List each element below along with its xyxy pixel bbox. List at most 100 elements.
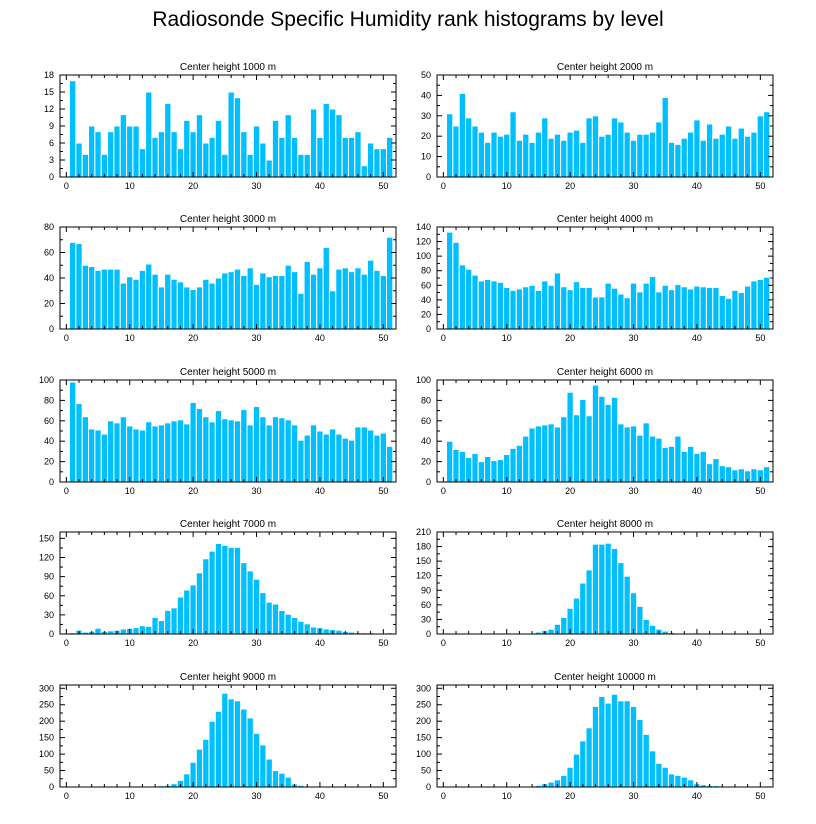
- x-tick-label: 40: [315, 181, 325, 191]
- x-tick-label: 20: [188, 333, 198, 343]
- histogram-bar: [566, 131, 574, 178]
- histogram-bar: [138, 429, 147, 483]
- histogram-bar: [617, 700, 625, 788]
- histogram-bar: [202, 278, 210, 330]
- histogram-bar: [297, 439, 305, 483]
- panel-title: Center height 3000 m: [180, 214, 276, 225]
- histogram-bar: [496, 459, 505, 483]
- plot-frame: [59, 684, 397, 788]
- histogram-bar: [661, 96, 669, 178]
- x-tick-label: 30: [629, 333, 639, 343]
- histogram-bar: [496, 281, 505, 330]
- y-tick-label: 250: [416, 700, 431, 710]
- histogram-bar: [648, 276, 657, 330]
- x-tick-label: 30: [252, 791, 262, 801]
- histogram-bar: [379, 432, 387, 483]
- histogram-bar: [195, 114, 204, 178]
- panel-title: Center height 7000 m: [180, 519, 276, 530]
- histogram-bar: [347, 439, 356, 483]
- y-tick-label: 80: [421, 395, 431, 405]
- y-tick-label: 40: [421, 295, 431, 305]
- histogram-bar: [629, 425, 638, 483]
- x-tick-label: 0: [441, 791, 446, 801]
- x-tick-label: 10: [125, 486, 135, 496]
- histogram-bar: [610, 396, 619, 483]
- histogram-bar: [164, 273, 172, 330]
- histogram-bar: [541, 280, 549, 330]
- y-tick-label: 50: [44, 766, 54, 776]
- x-tick-label: 20: [565, 791, 575, 801]
- histogram-bar: [712, 286, 720, 330]
- histogram-bar: [240, 409, 248, 483]
- x-tick-label: 50: [378, 486, 388, 496]
- histogram-bar: [233, 420, 242, 483]
- histogram-bar: [452, 241, 460, 330]
- y-tick-label: 40: [421, 436, 431, 446]
- y-tick-label: 40: [44, 273, 54, 283]
- histogram-panel-8: Center height 8000 m 0 10 20 30 40 50 0 30 60 90 12…: [416, 519, 774, 648]
- histogram-bar: [610, 548, 619, 635]
- histogram-bar: [737, 292, 745, 330]
- histogram-bar: [724, 297, 733, 330]
- histogram-bar: [94, 269, 102, 330]
- histogram-bar: [145, 91, 153, 178]
- y-tick-label: 150: [416, 556, 431, 566]
- histogram-bar: [233, 268, 242, 330]
- histogram-bar: [113, 268, 121, 330]
- histogram-bar: [278, 609, 286, 635]
- histogram-bar: [490, 460, 498, 483]
- histogram-bar: [81, 416, 90, 483]
- histogram-bar: [452, 125, 460, 178]
- x-tick-label: 10: [502, 181, 512, 191]
- y-tick-label: 3: [49, 155, 54, 165]
- histogram-bar: [604, 133, 612, 178]
- histogram-bar: [680, 450, 688, 483]
- histogram-bar: [252, 732, 261, 788]
- histogram-bar: [636, 605, 644, 635]
- histogram-bar: [629, 592, 638, 635]
- histogram-bar: [126, 425, 134, 483]
- histogram-bar: [572, 414, 581, 483]
- histogram-bar: [113, 125, 121, 178]
- histogram-bar: [195, 748, 204, 788]
- histogram-bar: [316, 267, 324, 330]
- histogram-bar: [680, 137, 688, 178]
- x-tick-label: 40: [692, 791, 702, 801]
- histogram-bar: [221, 272, 229, 330]
- histogram-bar: [591, 115, 600, 178]
- histogram-bar: [347, 136, 356, 178]
- x-tick-label: 30: [629, 486, 639, 496]
- histogram-panel-3: Center height 3000 m 0 10 20 30 40 50 0 20 40 60 80: [44, 214, 397, 343]
- histogram-bar: [132, 627, 140, 635]
- histogram-bar: [572, 597, 581, 635]
- histogram-bar: [617, 562, 625, 635]
- histogram-bar: [477, 461, 486, 483]
- histogram-bar: [69, 241, 77, 330]
- histogram-bar: [674, 284, 682, 330]
- x-tick-label: 50: [378, 181, 388, 191]
- x-tick-label: 50: [755, 791, 765, 801]
- histogram-bar: [750, 131, 758, 178]
- histogram-bar: [227, 546, 235, 635]
- histogram-bar: [560, 774, 568, 788]
- histogram-bar: [585, 117, 593, 178]
- histogram-bar: [547, 423, 555, 483]
- histogram-bar: [107, 420, 115, 483]
- histogram-bar: [145, 625, 153, 635]
- y-tick-label: 0: [426, 782, 431, 792]
- histogram-bar: [686, 131, 695, 178]
- histogram-bar: [560, 416, 568, 483]
- panel-title: Center height 5000 m: [180, 367, 276, 378]
- histogram-bar: [724, 466, 733, 483]
- y-tick-label: 40: [44, 436, 54, 446]
- histogram-bar: [246, 267, 254, 330]
- histogram-bar: [335, 114, 343, 178]
- panel-title: Center height 6000 m: [557, 367, 653, 378]
- histogram-bar: [509, 289, 517, 330]
- histogram-bar: [69, 80, 77, 178]
- y-tick-label: 9: [49, 121, 54, 131]
- histogram-bar: [271, 603, 280, 635]
- y-tick-label: 12: [44, 104, 54, 114]
- histogram-bar: [515, 444, 524, 483]
- x-tick-label: 10: [125, 181, 135, 191]
